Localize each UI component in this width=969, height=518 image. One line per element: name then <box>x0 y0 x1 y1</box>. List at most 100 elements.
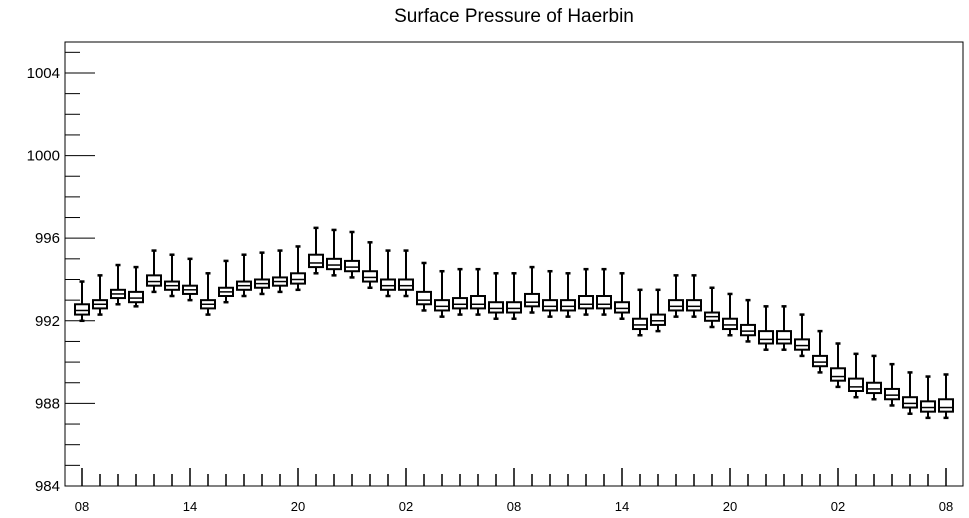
box-body <box>344 259 360 273</box>
x-tick-label: 02 <box>831 499 845 514</box>
x-tick-label: 14 <box>615 499 629 514</box>
box-item <box>290 245 306 292</box>
box-body <box>632 317 648 331</box>
box-item <box>776 305 792 351</box>
box-item <box>686 274 702 318</box>
box-item <box>722 292 738 337</box>
x-axis: 08 14 20 02 08 14 20 02 08 <box>75 468 953 514</box>
box-body <box>506 301 522 314</box>
box-item <box>668 274 684 318</box>
box-item <box>650 288 666 333</box>
box-body <box>650 313 666 326</box>
box-body <box>578 295 594 310</box>
box-body <box>560 299 576 312</box>
box-item <box>740 298 756 343</box>
box-item <box>524 265 540 314</box>
box-body <box>812 354 828 368</box>
box-item <box>596 267 612 316</box>
box-body <box>398 278 414 291</box>
box-item <box>200 272 216 316</box>
box-item <box>416 261 432 312</box>
box-item <box>362 241 378 289</box>
box-item <box>218 259 234 304</box>
box-body <box>452 297 468 310</box>
x-tick-label: 14 <box>183 499 197 514</box>
box-item <box>830 342 846 389</box>
box-item <box>128 265 144 308</box>
box-body <box>434 299 450 312</box>
box-body <box>794 338 810 351</box>
box-body <box>308 253 324 269</box>
box-item <box>326 228 342 277</box>
box-item <box>632 288 648 337</box>
box-item <box>146 249 162 294</box>
box-item <box>236 253 252 298</box>
y-tick-label: 996 <box>35 230 60 247</box>
box-body <box>74 303 90 316</box>
plot-frame <box>64 41 964 487</box>
box-item <box>542 269 558 318</box>
box-item <box>452 267 468 316</box>
box-body <box>542 299 558 312</box>
box-item <box>74 280 90 323</box>
box-item <box>614 272 630 320</box>
box-body <box>668 299 684 312</box>
box-item <box>272 249 288 294</box>
y-tick-label: 1004 <box>27 65 60 82</box>
box-body <box>416 290 432 306</box>
box-body <box>362 270 378 283</box>
box-item <box>110 263 126 306</box>
box-body <box>758 330 774 345</box>
x-tick-label: 02 <box>399 499 413 514</box>
box-body <box>686 299 702 312</box>
box-body <box>722 317 738 331</box>
box-item <box>254 251 270 296</box>
box-item <box>164 253 180 298</box>
box-body <box>524 292 540 308</box>
x-tick-label: 08 <box>939 499 953 514</box>
box-body <box>146 274 162 287</box>
box-item <box>92 274 108 316</box>
box-item <box>578 267 594 316</box>
box-body <box>470 295 486 310</box>
y-tick-label: 992 <box>35 313 60 330</box>
box-body <box>380 278 396 291</box>
box-item <box>434 269 450 318</box>
box-body <box>830 367 846 382</box>
box-body <box>488 301 504 314</box>
box-item <box>398 249 414 298</box>
box-body <box>920 400 936 413</box>
box-item <box>470 267 486 316</box>
box-item <box>704 286 720 329</box>
box-body <box>740 323 756 337</box>
y-tick-label: 984 <box>35 478 60 495</box>
box-body <box>326 257 342 271</box>
box-item <box>758 305 774 351</box>
box-item <box>866 354 882 401</box>
box-item <box>902 371 918 415</box>
y-tick-label: 1000 <box>27 148 60 165</box>
box-item <box>884 362 900 407</box>
box-item <box>812 329 828 374</box>
x-tick-label: 08 <box>75 499 89 514</box>
box-item <box>344 230 360 279</box>
y-axis: 984 988 992 996 1000 1004 <box>27 51 95 495</box>
y-tick-label: 988 <box>35 395 60 412</box>
box-item <box>488 272 504 320</box>
x-tick-label: 20 <box>291 499 305 514</box>
box-series <box>74 226 954 420</box>
box-body <box>848 377 864 393</box>
box-body <box>596 295 612 310</box>
box-body <box>776 330 792 345</box>
box-item <box>848 352 864 399</box>
box-item <box>380 249 396 298</box>
box-body <box>128 290 144 304</box>
box-body <box>614 301 630 314</box>
box-body <box>290 272 306 285</box>
x-tick-label: 08 <box>507 499 521 514</box>
chart-title: Surface Pressure of Haerbin <box>394 6 634 27</box>
box-item <box>938 373 954 420</box>
box-body <box>902 396 918 409</box>
box-body <box>938 398 954 413</box>
box-item <box>506 272 522 320</box>
